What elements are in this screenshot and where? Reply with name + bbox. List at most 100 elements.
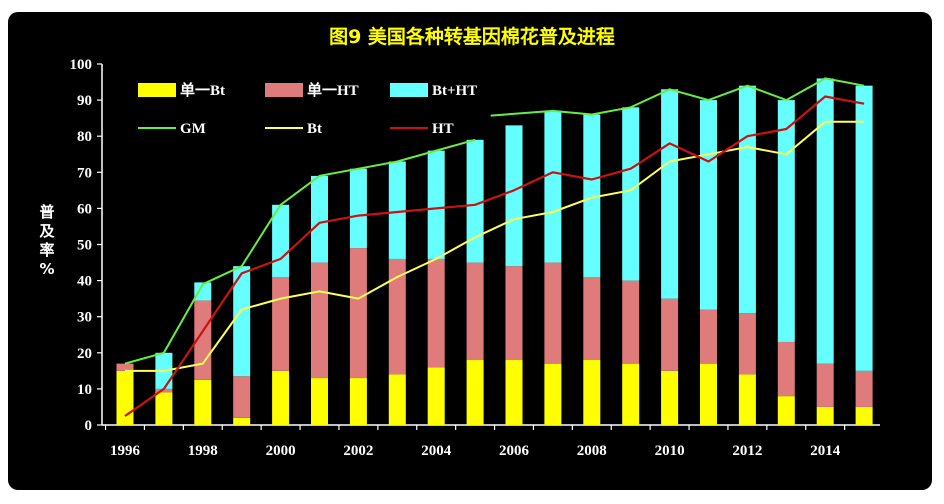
- bar-single-ht: [622, 280, 640, 364]
- legend-label: GM: [180, 121, 206, 137]
- bar-single-ht: [155, 388, 173, 393]
- legend-swatch-single-ht: [265, 83, 303, 97]
- bar-single-ht: [855, 370, 873, 407]
- bar-bt-ht: [738, 85, 756, 314]
- line-series-gm-line: [124, 138, 476, 365]
- bar-single-ht: [661, 298, 679, 371]
- chart-title: 图9 美国各种转基因棉花普及进程: [329, 26, 615, 48]
- bar-single-bt: [272, 370, 290, 425]
- bar-bt-ht: [544, 110, 562, 263]
- y-axis-label-char: %: [39, 260, 55, 278]
- bar-single-ht: [544, 262, 562, 364]
- bar-single-bt: [583, 360, 601, 425]
- bar-single-bt: [311, 378, 328, 425]
- bar-single-bt: [427, 367, 445, 425]
- x-tick-label: 2010: [655, 443, 685, 459]
- y-tick-label: 90: [77, 93, 92, 109]
- bar-single-ht: [816, 363, 834, 407]
- line-series-gm-line: [490, 77, 865, 117]
- bar-single-bt: [738, 374, 756, 425]
- bar-bt-ht: [427, 150, 445, 259]
- bar-single-bt: [233, 417, 251, 425]
- y-tick-label: 0: [85, 418, 93, 434]
- bar-single-bt: [661, 370, 679, 425]
- y-tick-label: 40: [77, 274, 92, 290]
- bar-bt-ht: [816, 78, 834, 364]
- bar-bt-ht: [661, 89, 679, 299]
- legend-label: Bt: [307, 121, 322, 137]
- bar-single-bt: [116, 370, 134, 425]
- y-tick-label: 10: [77, 382, 92, 398]
- bar-single-bt: [816, 406, 834, 425]
- y-tick-label: 60: [77, 201, 92, 217]
- bar-single-ht: [777, 341, 795, 397]
- x-tick-label: 2012: [732, 443, 762, 459]
- y-axis-label: 普 及 率 %: [36, 203, 58, 279]
- y-axis-label-char: 普: [39, 203, 55, 221]
- legend-label: 单一HT: [307, 81, 359, 99]
- y-axis-label-char: 及: [39, 222, 55, 240]
- y-tick-label: 100: [70, 57, 93, 73]
- bar-bt-ht: [505, 125, 523, 267]
- x-tick-label: 2000: [266, 443, 296, 459]
- legend-swatch-single-bt: [138, 83, 176, 97]
- bar-single-bt: [466, 360, 484, 425]
- bar-single-ht: [388, 258, 406, 375]
- bar-bt-ht: [194, 282, 212, 301]
- legend-swatch-bt-ht: [390, 83, 428, 97]
- y-tick-label: 80: [77, 129, 92, 145]
- bar-single-bt: [155, 392, 173, 425]
- bar-single-bt: [194, 379, 212, 425]
- bar-bt-ht: [466, 139, 484, 263]
- bar-single-ht: [233, 376, 251, 418]
- bar-bt-ht: [272, 204, 290, 277]
- bar-bt-ht: [233, 266, 251, 377]
- y-tick-label: 50: [77, 238, 92, 254]
- y-tick-label: 70: [77, 165, 92, 181]
- line-series-ht-line: [124, 95, 865, 417]
- bar-single-ht: [466, 262, 484, 361]
- bar-bt-ht: [700, 100, 717, 310]
- bar-single-ht: [116, 363, 134, 371]
- bar-single-ht: [272, 276, 290, 371]
- x-tick-label: 2004: [421, 443, 452, 459]
- bar-bt-ht: [388, 161, 406, 259]
- bar-single-ht: [738, 313, 756, 375]
- bar-single-bt: [622, 363, 640, 425]
- bar-bt-ht: [622, 107, 640, 281]
- bar-single-ht: [311, 262, 328, 379]
- legend-label: HT: [432, 121, 454, 137]
- x-tick-label: 2014: [810, 443, 841, 459]
- bar-single-bt: [777, 396, 795, 425]
- x-tick-label: 1998: [188, 443, 218, 459]
- bar-single-bt: [505, 360, 523, 425]
- bar-single-ht: [427, 258, 445, 368]
- bar-single-ht: [505, 266, 523, 361]
- bar-single-bt: [700, 363, 717, 425]
- bar-single-bt: [544, 363, 562, 425]
- line-series-bt-line: [125, 120, 865, 372]
- y-tick-label: 30: [77, 310, 92, 326]
- bar-bt-ht: [311, 175, 328, 263]
- bar-single-bt: [388, 374, 406, 425]
- bar-bt-ht: [349, 168, 367, 249]
- legend-label: 单一Bt: [180, 81, 225, 99]
- bar-single-ht: [583, 276, 601, 361]
- x-tick-label: 2006: [499, 443, 530, 459]
- bar-single-ht: [700, 309, 717, 364]
- bar-bt-ht: [583, 114, 601, 277]
- bar-single-bt: [349, 378, 367, 425]
- y-tick-label: 20: [77, 346, 92, 362]
- x-tick-label: 2008: [577, 443, 607, 459]
- bar-single-ht: [349, 248, 367, 379]
- bar-bt-ht: [777, 100, 795, 342]
- x-tick-label: 1996: [110, 443, 141, 459]
- bar-single-bt: [855, 406, 873, 425]
- legend-label: Bt+HT: [432, 83, 477, 99]
- y-axis-label-char: 率: [39, 241, 55, 259]
- bar-bt-ht: [855, 85, 873, 371]
- x-tick-label: 2002: [343, 443, 373, 459]
- bar-single-ht: [194, 300, 212, 380]
